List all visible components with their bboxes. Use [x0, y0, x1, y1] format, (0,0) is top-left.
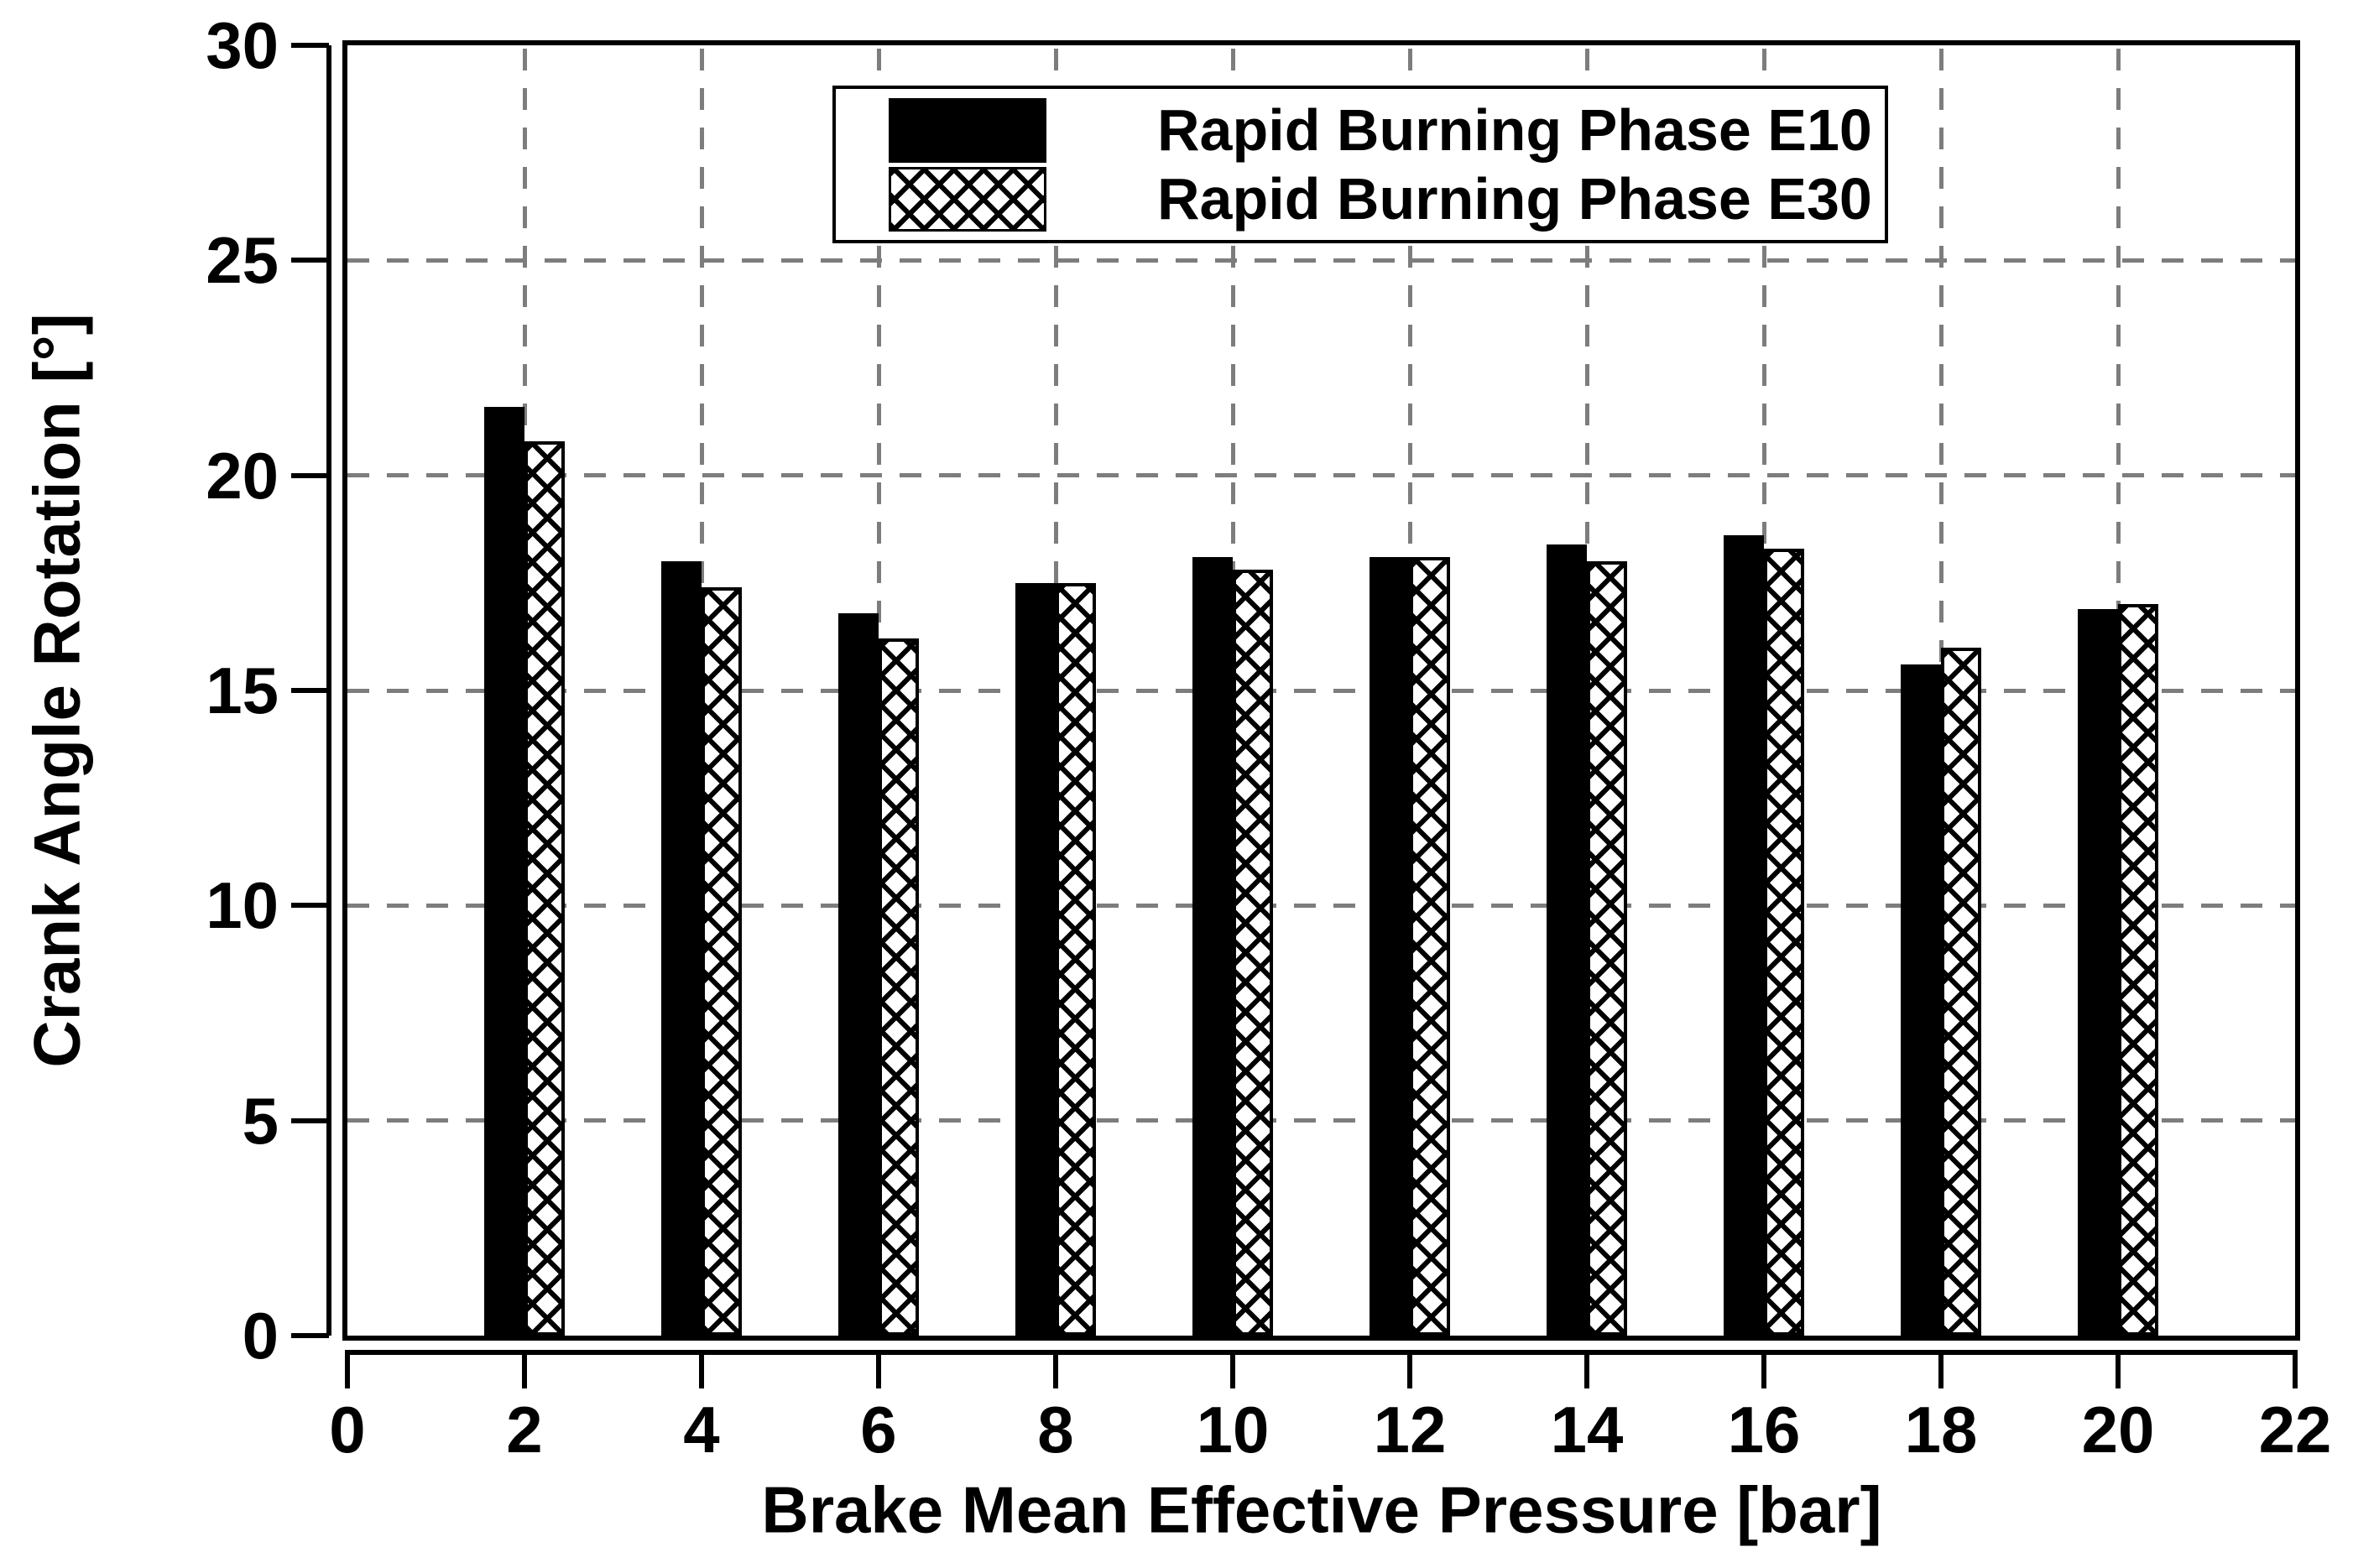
x-tick-label: 10: [1196, 1393, 1270, 1466]
bar-e30: [1056, 582, 1096, 1336]
x-tick-label: 22: [2258, 1393, 2332, 1466]
x-axis-line: [345, 1350, 2298, 1355]
y-tick-label: 25: [206, 223, 279, 298]
bar-e10: [2078, 608, 2118, 1336]
bar-e10: [1370, 557, 1410, 1336]
x-tick: [1938, 1350, 1943, 1388]
x-tick-label: 12: [1373, 1393, 1447, 1466]
x-tick-label: 18: [1904, 1393, 1978, 1466]
bar-e30: [524, 440, 565, 1336]
y-tick-label: 0: [242, 1299, 279, 1373]
gridline-horizontal: [347, 903, 2295, 908]
y-tick-label: 20: [206, 438, 279, 513]
y-tick-label: 30: [206, 8, 279, 82]
legend-swatch-e10: [889, 98, 1046, 163]
legend-label: Rapid Burning Phase E10: [1157, 97, 1872, 163]
bar-e30: [1233, 570, 1273, 1336]
bar-e30: [702, 586, 742, 1336]
y-tick: [291, 903, 329, 909]
x-tick-label: 8: [1037, 1393, 1074, 1466]
x-tick-label: 16: [1727, 1393, 1801, 1466]
x-tick-label: 6: [860, 1393, 897, 1466]
y-tick: [291, 43, 329, 48]
x-tick-label: 0: [329, 1393, 366, 1466]
x-tick: [522, 1350, 527, 1388]
y-tick: [291, 1333, 329, 1338]
bar-e10: [1015, 582, 1056, 1336]
gridline-horizontal: [347, 473, 2295, 478]
x-tick: [876, 1350, 881, 1388]
bar-e30: [2118, 604, 2158, 1336]
x-tick: [2293, 1350, 2298, 1388]
gridline-horizontal: [347, 258, 2295, 263]
bar-e30: [1941, 647, 1981, 1336]
y-tick-label: 5: [242, 1083, 279, 1158]
y-tick: [291, 1117, 329, 1123]
y-tick: [291, 688, 329, 693]
bar-e10: [1547, 544, 1587, 1336]
bar-e10: [484, 406, 524, 1336]
y-tick-label: 10: [206, 868, 279, 943]
bar-e30: [1410, 557, 1450, 1336]
x-tick: [1053, 1350, 1058, 1388]
x-tick-label: 20: [2081, 1393, 2155, 1466]
gridline-horizontal: [347, 688, 2295, 693]
gridline-horizontal: [347, 1118, 2295, 1123]
x-tick: [1230, 1350, 1235, 1388]
x-tick: [2116, 1350, 2121, 1388]
x-tick: [345, 1350, 350, 1388]
y-axis-title: Crank Angle Rotation [°]: [19, 313, 94, 1068]
bar-e10: [1192, 557, 1233, 1336]
legend-label: Rapid Burning Phase E30: [1157, 166, 1872, 232]
bar-e30: [1764, 548, 1804, 1336]
x-tick: [1584, 1350, 1589, 1388]
bar-e10: [1901, 664, 1941, 1336]
x-tick: [1407, 1350, 1412, 1388]
bar-e30: [1587, 561, 1627, 1336]
y-axis-line: [326, 45, 331, 1336]
x-axis-title: Brake Mean Effective Pressure [bar]: [761, 1472, 1882, 1547]
legend-swatch-e30: [889, 167, 1046, 232]
x-tick-label: 14: [1550, 1393, 1624, 1466]
legend: Rapid Burning Phase E10 Rapid Burning Pha…: [832, 86, 1888, 243]
y-tick-label: 15: [206, 654, 279, 727]
x-tick: [1761, 1350, 1766, 1388]
bar-e10: [1724, 535, 1764, 1336]
y-tick: [291, 258, 329, 263]
x-tick-label: 2: [506, 1393, 543, 1466]
plot-area: [347, 45, 2295, 1336]
y-tick: [291, 472, 329, 478]
x-tick-label: 4: [683, 1393, 720, 1466]
bar-e10: [661, 561, 702, 1336]
bar-e10: [838, 612, 879, 1336]
bar-e30: [879, 638, 919, 1336]
x-tick: [699, 1350, 704, 1388]
